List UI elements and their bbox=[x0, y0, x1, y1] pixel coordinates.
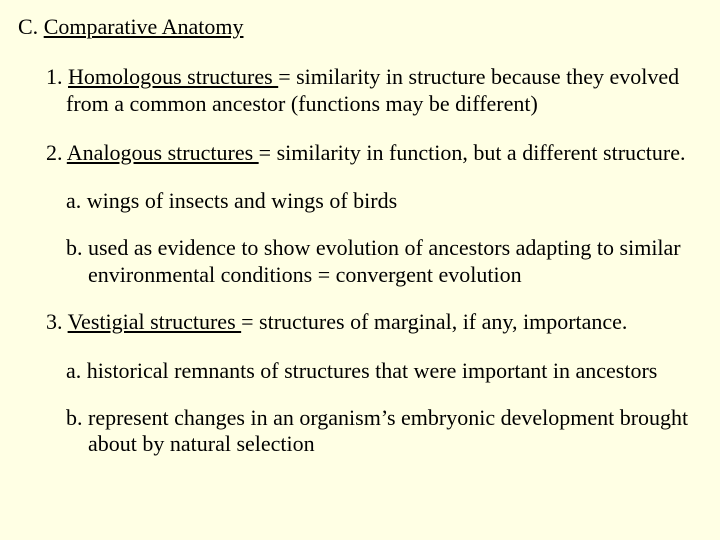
sub-list-item: b. represent changes in an organism’s em… bbox=[66, 405, 702, 459]
list-item: 1. Homologous structures = similarity in… bbox=[46, 64, 702, 118]
section-title: Comparative Anatomy bbox=[44, 14, 244, 39]
subitem-letter: b. bbox=[66, 235, 88, 260]
subitem-text: represent changes in an organism’s embry… bbox=[88, 405, 688, 457]
subitem-letter: a. bbox=[66, 358, 87, 383]
item-definition: = similarity in function, but a differen… bbox=[259, 140, 686, 165]
section-prefix: C. bbox=[18, 14, 44, 39]
list-item: 3. Vestigial structures = structures of … bbox=[46, 309, 702, 336]
sub-list-item: b. used as evidence to show evolution of… bbox=[66, 235, 702, 289]
sub-list-item: a. historical remnants of structures tha… bbox=[66, 358, 702, 385]
item-term: Analogous structures bbox=[67, 140, 259, 165]
list-item: 2. Analogous structures = similarity in … bbox=[46, 140, 702, 167]
subitem-letter: a. bbox=[66, 188, 87, 213]
section-heading: C. Comparative Anatomy bbox=[18, 14, 702, 40]
item-number: 3. bbox=[46, 309, 68, 334]
subitem-text: historical remnants of structures that w… bbox=[87, 358, 658, 383]
item-definition: = structures of marginal, if any, import… bbox=[241, 309, 627, 334]
item-term: Homologous structures bbox=[68, 64, 278, 89]
subitem-text: used as evidence to show evolution of an… bbox=[88, 235, 681, 287]
sub-list-item: a. wings of insects and wings of birds bbox=[66, 188, 702, 215]
subitem-text: wings of insects and wings of birds bbox=[87, 188, 397, 213]
item-number: 2. bbox=[46, 140, 67, 165]
item-term: Vestigial structures bbox=[68, 309, 242, 334]
item-number: 1. bbox=[46, 64, 68, 89]
subitem-letter: b. bbox=[66, 405, 88, 430]
